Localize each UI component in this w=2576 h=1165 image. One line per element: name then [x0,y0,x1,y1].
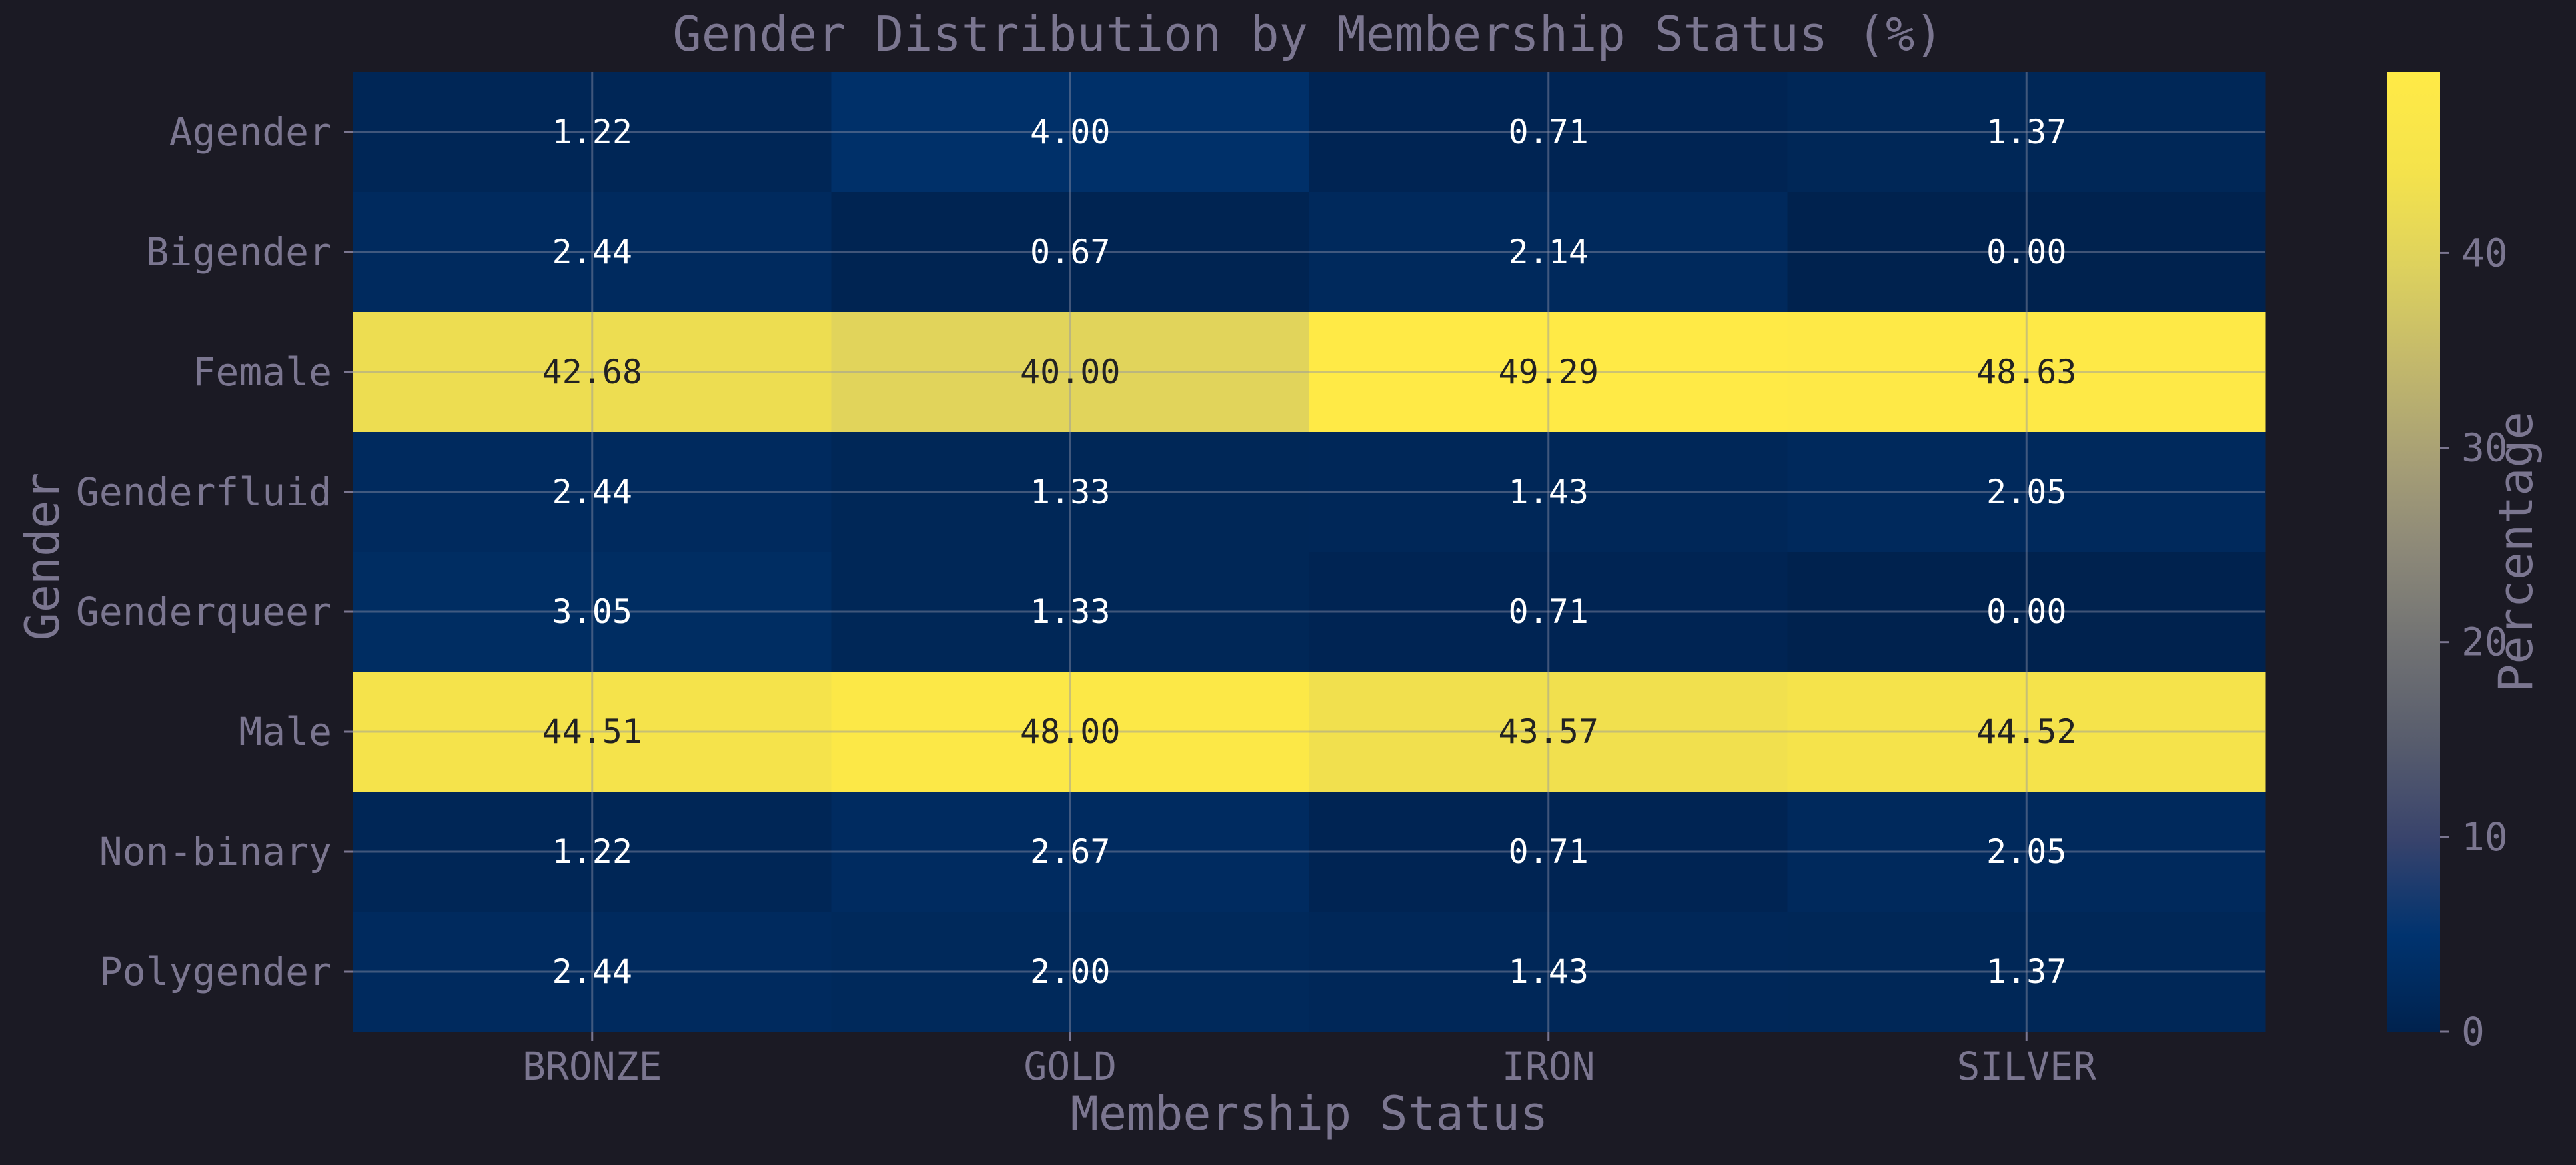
cell-value-label: 0.67 [1030,233,1110,271]
x-tick-label: BRONZE [522,1044,662,1089]
heatmap-cell [1787,672,2266,792]
heatmap-cell [1787,312,2266,433]
heatmap-cell [831,912,1310,1032]
cell-value-label: 0.00 [1986,233,2066,271]
y-tick-label: Agender [169,109,332,155]
cell-value-label: 2.44 [552,952,632,991]
cell-value-label: 2.05 [1986,473,2066,511]
colorbar-label: Percentage [2489,411,2543,692]
cell-value-label: 0.00 [1986,592,2066,631]
heatmap-cell [353,672,832,792]
heatmap-cell [1309,792,1788,912]
cell-annotations: 1.22 4.00 0.71 1.37 2.44 0.67 2.14 0.00 42.68 40.… [542,113,2076,991]
y-tick-label: Female [192,349,332,395]
cell-value-label: 2.44 [552,473,632,511]
y-tick-labels: Agender Bigender Female Genderfluid Genderqu… [76,109,353,994]
cell-value-label: 49.29 [1498,353,1599,391]
heatmap-cells [353,72,2266,1032]
colorbar-tick-label: 10 [2461,814,2508,860]
y-tick-label: Male [239,709,332,754]
heatmap-cell [831,192,1310,313]
cell-value-label: 40.00 [1020,353,1121,391]
heatmap-cell [1787,792,2266,912]
cell-value-label: 1.43 [1509,473,1589,511]
heatmap-cell [1309,672,1788,792]
heatmap-cell [353,312,832,433]
y-tick-label: Polygender [99,949,332,994]
grid-lines [353,72,2265,1032]
heatmap-cell [831,72,1310,193]
heatmap-cell [831,432,1310,553]
cell-value-label: 1.33 [1030,473,1110,511]
cell-value-label: 0.71 [1509,113,1589,151]
cell-value-label: 2.05 [1986,832,2066,871]
heatmap-cell [1787,912,2266,1032]
cell-value-label: 48.00 [1020,712,1121,751]
cell-value-label: 2.14 [1509,233,1589,271]
colorbar-tick-label: 20 [2461,620,2508,665]
cell-value-label: 48.63 [1976,353,2077,391]
cell-value-label: 4.00 [1030,113,1110,151]
heatmap-cell [353,432,832,553]
chart-title: Gender Distribution by Membership Status… [672,6,1943,62]
heatmap-cell [831,792,1310,912]
heatmap-cell [353,72,832,193]
y-tick-label: Non-binary [99,829,332,874]
cell-value-label: 2.44 [552,233,632,271]
cell-value-label: 43.57 [1498,712,1599,751]
colorbar-ticks: 0 10 20 30 40 [2440,230,2508,1054]
heatmap-cell [353,192,832,313]
x-tick-label: GOLD [1023,1044,1117,1089]
colorbar-tick-label: 40 [2461,230,2508,275]
heatmap-cell [1309,432,1788,553]
cell-value-label: 1.22 [552,832,632,871]
heatmap-cell [353,912,832,1032]
cell-value-label: 0.71 [1509,592,1589,631]
heatmap-cell [1309,312,1788,433]
cell-value-label: 1.43 [1509,952,1589,991]
cell-value-label: 42.68 [542,353,642,391]
heatmap-cell [1787,192,2266,313]
cell-value-label: 0.71 [1509,832,1589,871]
x-tick-label: SILVER [1956,1044,2096,1089]
cell-value-label: 3.05 [552,592,632,631]
heatmap-cell [353,792,832,912]
cell-value-label: 44.51 [542,712,642,751]
colorbar-tick-label: 0 [2461,1009,2485,1054]
heatmap-cell [831,312,1310,433]
cell-value-label: 1.22 [552,113,632,151]
heatmap-cell [1787,432,2266,553]
heatmap-cell [831,552,1310,672]
y-tick-label: Genderfluid [76,469,332,515]
y-tick-label: Bigender [146,229,332,275]
colorbar [2387,72,2440,1032]
cell-value-label: 1.37 [1986,113,2066,151]
heatmap-cell [1787,552,2266,672]
cell-value-label: 44.52 [1976,712,2077,751]
heatmap-cell [353,552,832,672]
y-axis-label: Gender [15,473,70,641]
x-axis-label: Membership Status [1071,1086,1548,1141]
x-tick-label: IRON [1502,1044,1595,1089]
heatmap-cell [1787,72,2266,193]
colorbar-tick-label: 30 [2461,425,2508,471]
cell-value-label: 1.33 [1030,592,1110,631]
y-tick-label: Genderqueer [76,589,332,634]
x-tick-labels: BRONZE GOLD IRON SILVER [522,1032,2096,1089]
heatmap-cell [1309,192,1788,313]
heatmap-cell [1309,552,1788,672]
cell-value-label: 2.00 [1030,952,1110,991]
heatmap-cell [831,672,1310,792]
cell-value-label: 2.67 [1030,832,1110,871]
heatmap-cell [1309,912,1788,1032]
cell-value-label: 1.37 [1986,952,2066,991]
heatmap-cell [1309,72,1788,193]
